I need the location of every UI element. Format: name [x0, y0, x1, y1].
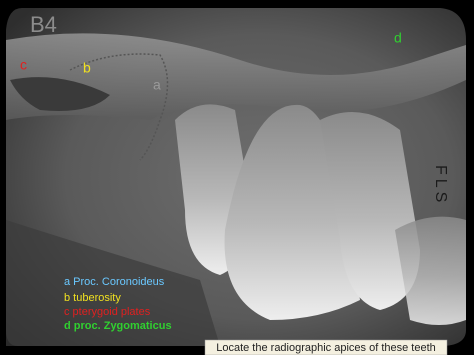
sinus-shadow: [10, 77, 110, 111]
legend-item: a Proc. Coronoideus: [64, 276, 165, 288]
soft-tissue: [6, 220, 220, 346]
marker-c: c: [20, 57, 27, 73]
marker-d: d: [394, 30, 402, 46]
caption: Locate the radiographic apices of these …: [216, 342, 436, 354]
tooth: [395, 216, 466, 325]
slide-label: B4: [30, 12, 57, 37]
caption-box: [204, 339, 448, 355]
marker-a: a: [153, 77, 161, 93]
legend-item: b tuberosity: [64, 292, 121, 304]
marker-b: b: [83, 60, 91, 76]
tooth: [320, 112, 420, 310]
tooth: [224, 104, 360, 320]
legend-item: c pterygoid plates: [64, 306, 151, 318]
legend-item: d proc. Zygomaticus: [64, 320, 172, 332]
film-mark: FLS: [432, 165, 449, 206]
coronoid-outline: [69, 53, 169, 161]
